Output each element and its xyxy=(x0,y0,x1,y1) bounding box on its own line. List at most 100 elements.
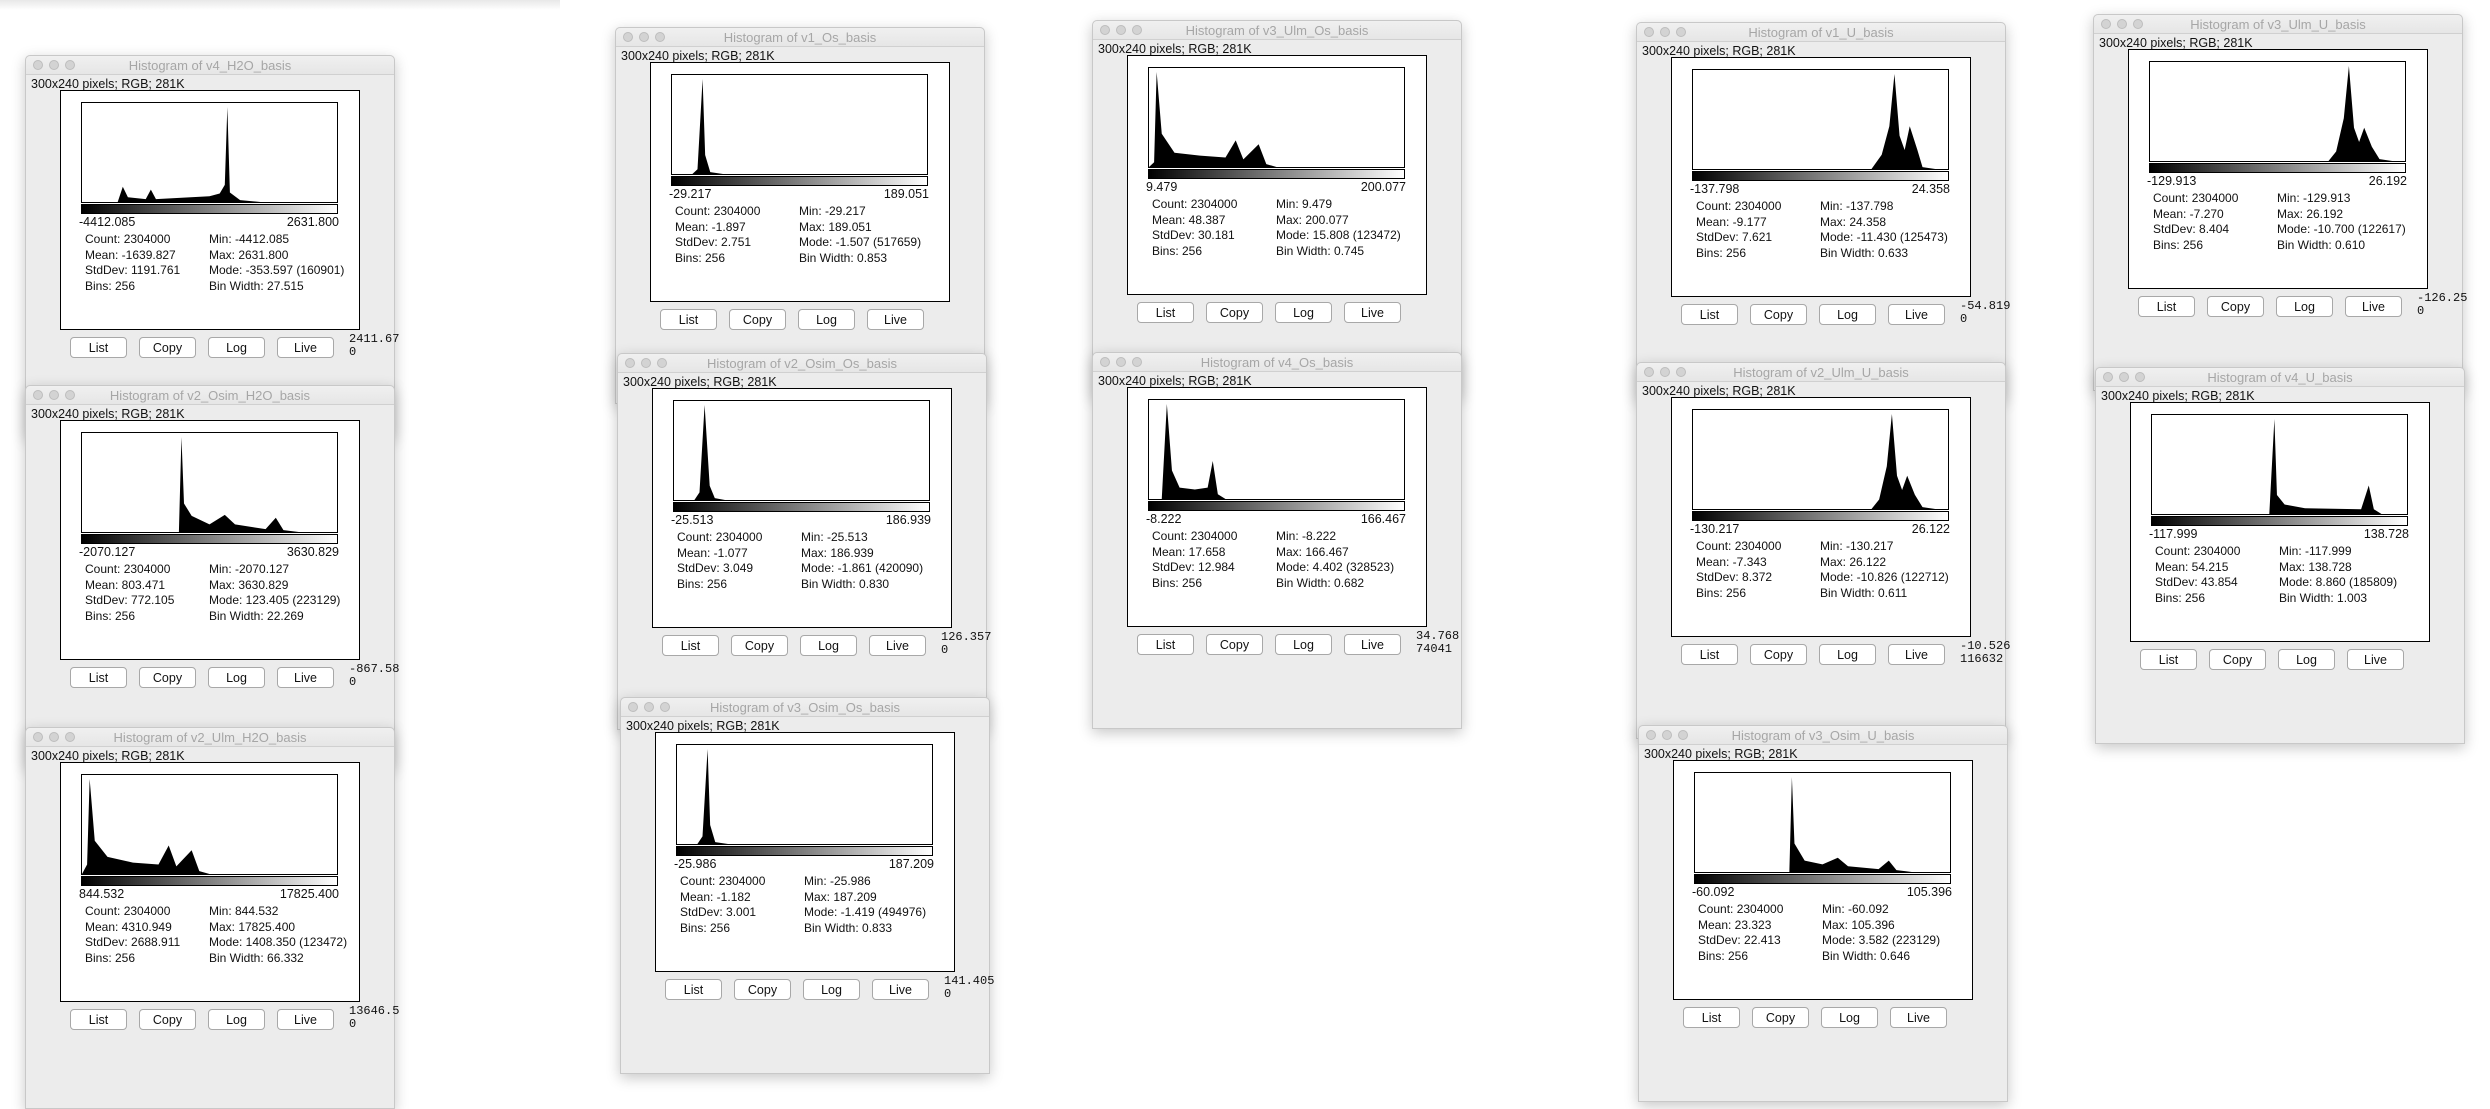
copy-button[interactable]: Copy xyxy=(139,667,196,688)
log-button[interactable]: Log xyxy=(2276,296,2333,317)
log-button[interactable]: Log xyxy=(1275,302,1332,323)
title-bar[interactable]: Histogram of v1_U_basis xyxy=(1637,23,2005,42)
histogram-window[interactable]: Histogram of v4_Os_basis 300x240 pixels;… xyxy=(1092,352,1462,729)
list-button[interactable]: List xyxy=(665,979,722,1000)
log-button[interactable]: Log xyxy=(803,979,860,1000)
histogram-window[interactable]: Histogram of v3_Ulm_Os_basis 300x240 pix… xyxy=(1092,20,1462,397)
zoom-window-icon[interactable] xyxy=(1676,367,1686,377)
histogram-window[interactable]: Histogram of v3_Ulm_U_basis 300x240 pixe… xyxy=(2093,14,2467,391)
copy-button[interactable]: Copy xyxy=(1206,634,1263,655)
close-window-icon[interactable] xyxy=(1644,367,1654,377)
list-button[interactable]: List xyxy=(70,667,127,688)
minimize-window-icon[interactable] xyxy=(1660,367,1670,377)
log-button[interactable]: Log xyxy=(1819,644,1876,665)
minimize-window-icon[interactable] xyxy=(1116,357,1126,367)
list-button[interactable]: List xyxy=(70,1009,127,1030)
live-button[interactable]: Live xyxy=(869,635,926,656)
list-button[interactable]: List xyxy=(1137,634,1194,655)
histogram-plot[interactable] xyxy=(81,102,338,203)
histogram-plot[interactable] xyxy=(81,774,338,875)
minimize-window-icon[interactable] xyxy=(49,60,59,70)
histogram-window[interactable]: Histogram of v3_Osim_Os_basis 300x240 pi… xyxy=(620,697,994,1074)
histogram-window[interactable]: Histogram of v4_H2O_basis 300x240 pixels… xyxy=(25,55,399,437)
log-button[interactable]: Log xyxy=(1821,1007,1878,1028)
log-button[interactable]: Log xyxy=(208,1009,265,1030)
list-button[interactable]: List xyxy=(70,337,127,358)
close-window-icon[interactable] xyxy=(1100,25,1110,35)
minimize-window-icon[interactable] xyxy=(49,390,59,400)
close-window-icon[interactable] xyxy=(628,702,638,712)
histogram-plot[interactable] xyxy=(1692,409,1949,510)
title-bar[interactable]: Histogram of v4_Os_basis xyxy=(1093,353,1461,372)
close-window-icon[interactable] xyxy=(2101,19,2111,29)
title-bar[interactable]: Histogram of v2_Osim_Os_basis xyxy=(618,354,986,373)
minimize-window-icon[interactable] xyxy=(49,732,59,742)
title-bar[interactable]: Histogram of v3_Ulm_Os_basis xyxy=(1093,21,1461,40)
list-button[interactable]: List xyxy=(1681,644,1738,665)
zoom-window-icon[interactable] xyxy=(2135,372,2145,382)
log-button[interactable]: Log xyxy=(208,667,265,688)
copy-button[interactable]: Copy xyxy=(729,309,786,330)
live-button[interactable]: Live xyxy=(1888,304,1945,325)
minimize-window-icon[interactable] xyxy=(1660,27,1670,37)
histogram-plot[interactable] xyxy=(2149,61,2406,162)
histogram-window[interactable]: Histogram of v2_Ulm_H2O_basis 300x240 pi… xyxy=(25,727,399,1109)
live-button[interactable]: Live xyxy=(2347,649,2404,670)
log-button[interactable]: Log xyxy=(1275,634,1332,655)
close-window-icon[interactable] xyxy=(1644,27,1654,37)
title-bar[interactable]: Histogram of v3_Osim_U_basis xyxy=(1639,726,2007,745)
zoom-window-icon[interactable] xyxy=(660,702,670,712)
copy-button[interactable]: Copy xyxy=(139,1009,196,1030)
close-window-icon[interactable] xyxy=(33,390,43,400)
minimize-window-icon[interactable] xyxy=(641,358,651,368)
histogram-window[interactable]: Histogram of v4_U_basis 300x240 pixels; … xyxy=(2095,367,2465,744)
zoom-window-icon[interactable] xyxy=(1132,357,1142,367)
log-button[interactable]: Log xyxy=(800,635,857,656)
live-button[interactable]: Live xyxy=(1888,644,1945,665)
live-button[interactable]: Live xyxy=(1890,1007,1947,1028)
live-button[interactable]: Live xyxy=(872,979,929,1000)
log-button[interactable]: Log xyxy=(2278,649,2335,670)
zoom-window-icon[interactable] xyxy=(65,390,75,400)
copy-button[interactable]: Copy xyxy=(1206,302,1263,323)
title-bar[interactable]: Histogram of v4_U_basis xyxy=(2096,368,2464,387)
zoom-window-icon[interactable] xyxy=(1132,25,1142,35)
close-window-icon[interactable] xyxy=(1646,730,1656,740)
copy-button[interactable]: Copy xyxy=(734,979,791,1000)
histogram-window[interactable]: Histogram of v3_Osim_U_basis 300x240 pix… xyxy=(1638,725,2008,1102)
live-button[interactable]: Live xyxy=(277,667,334,688)
title-bar[interactable]: Histogram of v1_Os_basis xyxy=(616,28,984,47)
histogram-plot[interactable] xyxy=(2151,414,2408,515)
zoom-window-icon[interactable] xyxy=(657,358,667,368)
log-button[interactable]: Log xyxy=(1819,304,1876,325)
histogram-plot[interactable] xyxy=(676,744,933,845)
live-button[interactable]: Live xyxy=(1344,302,1401,323)
list-button[interactable]: List xyxy=(1681,304,1738,325)
close-window-icon[interactable] xyxy=(625,358,635,368)
title-bar[interactable]: Histogram of v3_Osim_Os_basis xyxy=(621,698,989,717)
histogram-window[interactable]: Histogram of v1_U_basis 300x240 pixels; … xyxy=(1636,22,2010,399)
histogram-plot[interactable] xyxy=(1148,399,1405,500)
live-button[interactable]: Live xyxy=(867,309,924,330)
close-window-icon[interactable] xyxy=(2103,372,2113,382)
live-button[interactable]: Live xyxy=(1344,634,1401,655)
title-bar[interactable]: Histogram of v2_Ulm_U_basis xyxy=(1637,363,2005,382)
close-window-icon[interactable] xyxy=(623,32,633,42)
zoom-window-icon[interactable] xyxy=(1676,27,1686,37)
copy-button[interactable]: Copy xyxy=(139,337,196,358)
list-button[interactable]: List xyxy=(662,635,719,656)
histogram-plot[interactable] xyxy=(81,432,338,533)
minimize-window-icon[interactable] xyxy=(2117,19,2127,29)
minimize-window-icon[interactable] xyxy=(2119,372,2129,382)
minimize-window-icon[interactable] xyxy=(639,32,649,42)
histogram-window[interactable]: Histogram of v2_Ulm_U_basis 300x240 pixe… xyxy=(1636,362,2010,739)
zoom-window-icon[interactable] xyxy=(1678,730,1688,740)
minimize-window-icon[interactable] xyxy=(644,702,654,712)
copy-button[interactable]: Copy xyxy=(1752,1007,1809,1028)
histogram-plot[interactable] xyxy=(1694,772,1951,873)
copy-button[interactable]: Copy xyxy=(1750,304,1807,325)
close-window-icon[interactable] xyxy=(33,60,43,70)
title-bar[interactable]: Histogram of v2_Osim_H2O_basis xyxy=(26,386,394,405)
title-bar[interactable]: Histogram of v2_Ulm_H2O_basis xyxy=(26,728,394,747)
title-bar[interactable]: Histogram of v4_H2O_basis xyxy=(26,56,394,75)
